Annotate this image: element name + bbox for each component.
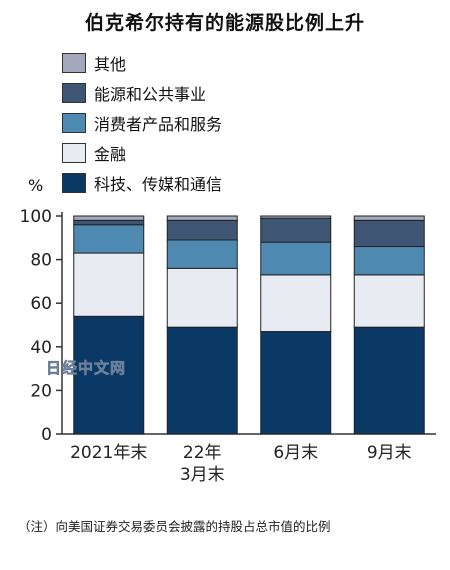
legend: 其他能源和公共事业 消费者产品和服务 金融科技、传媒和通信 <box>62 48 222 198</box>
bar-segment <box>260 241 332 276</box>
bar-segment <box>353 219 425 248</box>
y-axis-unit: % <box>28 176 44 195</box>
legend-item: 其他 <box>62 48 222 78</box>
legend-swatch <box>62 113 86 133</box>
bar-segment <box>73 315 145 435</box>
footnote: （注）向美国证券交易委员会披露的持股占总市值的比例 <box>18 519 331 534</box>
bar-segment <box>353 215 425 221</box>
bar-segment <box>166 326 238 435</box>
legend-swatch <box>62 53 86 73</box>
bar-segment <box>353 274 425 328</box>
bar-segment <box>73 224 145 254</box>
chart-title: 伯克希尔持有的能源股比例上升 <box>84 12 365 34</box>
x-tick-label: 22年 <box>183 443 222 463</box>
bar-segment <box>166 215 238 221</box>
legend-label: 消费者产品和服务 <box>94 115 223 134</box>
bar-segment <box>260 331 332 435</box>
y-tick-label: 40 <box>30 338 52 358</box>
legend-swatch <box>62 83 86 103</box>
bar-segment <box>353 326 425 435</box>
bar-segment <box>166 239 238 269</box>
legend-swatch <box>62 173 86 193</box>
bar-segment <box>73 215 145 221</box>
bar-segment <box>166 267 238 328</box>
legend-swatch <box>62 143 86 163</box>
bar-segment <box>166 219 238 241</box>
y-tick-label: 80 <box>30 251 52 271</box>
legend-item: 科技、传媒和通信 <box>62 168 222 198</box>
legend-label: 能源和公共事业 <box>94 85 207 104</box>
y-tick-label: 20 <box>30 381 52 401</box>
legend-item: 能源和公共事业 <box>62 78 222 108</box>
x-tick-label: 9月末 <box>367 443 412 463</box>
y-tick-label: 60 <box>30 294 52 314</box>
x-tick-label: 2021年末 <box>70 443 147 463</box>
bar-segment <box>260 215 332 219</box>
bar-segment <box>353 246 425 276</box>
x-tick-label: 6月末 <box>273 443 318 463</box>
bar-segment <box>260 274 332 333</box>
watermark-text: 日经中文网 <box>46 359 127 378</box>
legend-label: 其他 <box>94 55 127 74</box>
legend-label: 金融 <box>94 145 127 164</box>
bar-segment <box>260 217 332 243</box>
y-tick-label: 100 <box>20 207 52 227</box>
legend-item: 消费者产品和服务 <box>62 108 222 138</box>
x-tick-label: 3月末 <box>180 465 225 485</box>
legend-item: 金融 <box>62 138 222 168</box>
bar-segment <box>73 252 145 317</box>
y-tick-label: 0 <box>41 425 52 445</box>
legend-label: 科技、传媒和通信 <box>94 175 223 194</box>
bar-segment <box>73 219 145 226</box>
